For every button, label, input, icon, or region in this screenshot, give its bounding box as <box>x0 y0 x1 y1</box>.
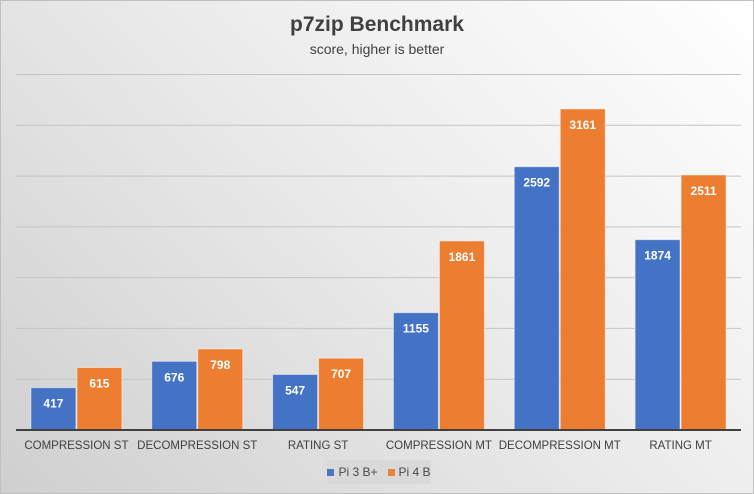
x-tick-label: COMPRESSION ST <box>24 440 128 452</box>
legend-swatch <box>387 469 395 477</box>
bar <box>513 166 560 431</box>
legend: Pi 3 B+ Pi 4 B <box>327 460 431 484</box>
data-label: 676 <box>164 370 184 384</box>
data-label: 2511 <box>691 184 717 198</box>
data-label: 1874 <box>644 249 671 263</box>
data-label: 1155 <box>403 322 429 336</box>
legend-label: Pi 3 B+ <box>338 465 378 479</box>
bar <box>680 174 727 431</box>
data-label: 615 <box>89 377 109 391</box>
data-label: 3161 <box>569 118 596 132</box>
bar <box>30 387 77 431</box>
bar <box>634 239 681 431</box>
bar <box>272 373 319 431</box>
bar <box>76 367 123 431</box>
data-label: 2592 <box>523 176 550 190</box>
bar <box>318 357 365 431</box>
x-tick-label: DECOMPRESSION MT <box>499 440 621 452</box>
x-tick-label: RATING MT <box>649 440 711 452</box>
legend-item-pi4: Pi 4 B <box>387 465 431 479</box>
x-tick-label: COMPRESSION MT <box>386 440 492 452</box>
chart-title: p7zip Benchmark <box>290 13 464 36</box>
legend-swatch <box>327 469 335 477</box>
data-label: 547 <box>285 383 305 397</box>
data-label: 417 <box>43 397 63 411</box>
data-label: 707 <box>331 367 351 381</box>
data-label: 1861 <box>449 250 476 264</box>
x-tick-label: DECOMPRESSION ST <box>137 440 257 452</box>
bar <box>151 360 198 431</box>
x-tick-label: RATING ST <box>288 440 348 452</box>
chart-subtitle: score, higher is better <box>309 41 445 57</box>
data-label: 798 <box>210 358 230 372</box>
legend-label: Pi 4 B <box>398 465 431 479</box>
bar <box>438 240 485 431</box>
bar <box>197 348 244 431</box>
legend-item-pi3: Pi 3 B+ <box>327 465 378 479</box>
bar <box>392 312 439 431</box>
bar <box>559 108 606 431</box>
